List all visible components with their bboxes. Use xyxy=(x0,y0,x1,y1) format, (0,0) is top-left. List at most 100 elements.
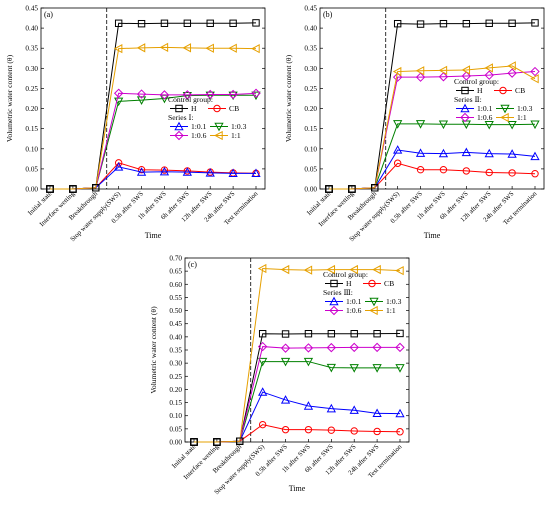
legend-series-title: Series Ⅲ: xyxy=(323,288,353,297)
data-point xyxy=(205,43,214,53)
data-point xyxy=(462,19,471,28)
data-point xyxy=(303,401,314,410)
legend-entry-label: 1:1 xyxy=(386,306,396,315)
data-point xyxy=(373,330,381,338)
data-point xyxy=(392,72,403,82)
y-tick-label: 0.00 xyxy=(304,186,317,194)
legend-entry-label: H xyxy=(191,104,197,113)
series-line xyxy=(194,424,401,443)
series-1-1 xyxy=(46,42,260,193)
legend-swatch-marker xyxy=(329,296,339,306)
data-point xyxy=(114,19,123,27)
y-tick-label: 0.30 xyxy=(304,65,317,73)
legend-entry-label: 1:0.6 xyxy=(191,131,207,140)
data-point xyxy=(508,169,516,177)
y-tick-label: 0.35 xyxy=(304,45,317,53)
data-point xyxy=(415,148,426,157)
series-1-0-6 xyxy=(325,66,540,193)
series-H xyxy=(325,19,539,193)
data-point xyxy=(349,405,359,414)
chart-panel-3: 0.00 0.05 0.10 0.15 0.20 0.25 0.30 0.35 0.40 0.45… xyxy=(149,255,410,496)
data-point xyxy=(251,168,261,178)
y-tick-label: 0.25 xyxy=(169,373,182,381)
series-1-1 xyxy=(190,263,404,446)
data-point xyxy=(281,425,290,434)
y-tick-label: 0.00 xyxy=(25,186,38,194)
series-line xyxy=(329,123,536,190)
legend-series-title: Series Ⅱ: xyxy=(454,95,482,104)
panel-label: (c) xyxy=(188,260,197,269)
data-point xyxy=(252,19,260,27)
legend-entry-label: 1:0.6 xyxy=(346,306,362,315)
series-1-0-1 xyxy=(190,387,405,446)
legend-swatch-marker xyxy=(329,305,339,316)
data-point xyxy=(326,342,337,353)
data-point xyxy=(530,120,540,130)
data-point xyxy=(228,89,238,100)
data-point xyxy=(190,438,198,446)
data-point xyxy=(136,96,147,105)
data-point xyxy=(438,65,448,75)
legend-entry-label: H xyxy=(477,86,483,95)
data-point xyxy=(251,43,260,54)
data-point xyxy=(372,264,381,275)
legend-swatch-marker xyxy=(500,112,509,123)
data-point xyxy=(396,329,404,338)
y-tick-label: 0.05 xyxy=(25,165,38,173)
series-line xyxy=(50,92,257,190)
legend-entry-label: CB xyxy=(515,86,525,95)
series-line xyxy=(329,22,536,190)
data-point xyxy=(213,438,221,446)
data-point xyxy=(280,395,291,404)
data-point xyxy=(461,147,471,157)
data-point xyxy=(257,341,268,352)
y-tick-label: 0.25 xyxy=(304,85,317,93)
y-tick-label: 0.45 xyxy=(304,5,317,13)
data-point xyxy=(182,91,192,101)
data-point xyxy=(46,185,54,193)
data-point xyxy=(484,148,494,158)
y-axis-label: Volumetric water content (θ) xyxy=(284,54,293,142)
data-point xyxy=(507,68,517,78)
data-point xyxy=(206,19,214,27)
data-point xyxy=(416,165,425,174)
legend-swatch-marker xyxy=(500,104,510,114)
data-point xyxy=(507,120,517,130)
data-point xyxy=(395,408,405,418)
data-point xyxy=(159,90,170,100)
data-point xyxy=(349,264,358,275)
data-point xyxy=(159,42,169,53)
data-point xyxy=(531,19,539,27)
legend-control-title: Control group: xyxy=(454,77,499,86)
data-point xyxy=(507,149,517,158)
x-axis-label: Time xyxy=(289,484,306,493)
y-tick-label: 0.55 xyxy=(169,294,182,302)
series-line xyxy=(50,94,256,190)
data-point xyxy=(280,357,291,367)
data-point xyxy=(508,19,516,27)
data-point xyxy=(395,265,404,276)
data-point xyxy=(372,342,382,353)
legend-entry-label: 1:0.1 xyxy=(191,122,207,131)
data-point xyxy=(229,19,237,27)
plot-frame xyxy=(319,7,545,190)
y-tick-label: 0.10 xyxy=(304,145,317,153)
data-point xyxy=(372,364,382,373)
legend-control-title: Control group: xyxy=(323,270,368,279)
data-point xyxy=(159,166,170,176)
data-point xyxy=(393,19,402,28)
data-point xyxy=(439,165,448,174)
y-tick-label: 0.40 xyxy=(169,333,182,341)
legend-swatch-marker xyxy=(174,121,184,131)
data-point xyxy=(182,43,192,53)
data-point xyxy=(136,89,147,99)
data-point xyxy=(205,91,215,101)
data-point xyxy=(137,165,146,174)
data-point xyxy=(438,120,449,130)
data-point xyxy=(438,72,449,82)
y-tick-label: 0.20 xyxy=(25,105,38,113)
data-point xyxy=(371,184,379,192)
series-line xyxy=(50,162,257,190)
legend-entry-label: 1:1 xyxy=(231,131,241,140)
